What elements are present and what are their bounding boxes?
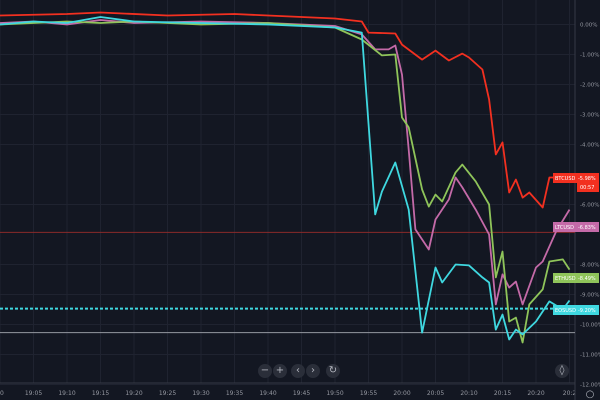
series-label-box <box>553 273 599 283</box>
series-extra: 00:57 <box>580 185 594 191</box>
series-value: -8.49% <box>578 276 596 282</box>
x-tick-label: 00 <box>0 390 4 397</box>
x-tick-label: 19:25 <box>159 390 176 397</box>
y-tick-label: -11.00% <box>580 353 600 359</box>
x-tick-label: 19:05 <box>25 390 42 397</box>
x-tick-label: 19:20 <box>125 390 142 397</box>
series-line-ltcusd[interactable] <box>0 19 571 306</box>
x-tick-label: 19:30 <box>192 390 209 397</box>
x-tick-label: 20:2 <box>563 390 577 397</box>
x-tick-label: 20:00 <box>393 390 410 397</box>
reset-chart-button[interactable]: ↻ <box>326 364 340 378</box>
series-value: -6.83% <box>578 225 596 231</box>
x-tick-label: 20:15 <box>494 390 511 397</box>
settings-button[interactable]: ◊ <box>555 364 569 378</box>
y-tick-label: -8.00% <box>580 263 599 269</box>
zoom-out-button[interactable]: − <box>258 364 272 378</box>
x-tick-label: 19:10 <box>58 390 75 397</box>
series-label-ltcusd: LTCUSD -6.83% <box>553 222 599 232</box>
series-line-ethusd[interactable] <box>0 20 571 344</box>
series-name: BTCUSD <box>555 176 576 182</box>
series-label-ethusd: ETHUSD -8.49% <box>553 273 599 283</box>
series-value: -9.20% <box>578 308 596 314</box>
y-tick-label: -12.00% <box>580 383 600 389</box>
series-label-eosusd: EOSUSD -9.20% <box>553 305 599 315</box>
series-value: -5.98% <box>578 176 596 182</box>
series-name: EOSUSD <box>555 308 576 314</box>
y-tick-label: -3.00% <box>580 113 599 119</box>
y-tick-label: -2.00% <box>580 83 599 89</box>
y-tick-label: 0.00% <box>580 23 597 29</box>
series-extra-box <box>577 183 599 192</box>
x-tick-label: 19:55 <box>360 390 377 397</box>
series-line-btcusd[interactable] <box>0 11 570 209</box>
series-name: LTCUSD <box>555 225 574 231</box>
series-name: ETHUSD <box>555 276 576 282</box>
x-tick-label: 19:45 <box>293 390 310 397</box>
series-label-box <box>553 173 599 183</box>
zoom-in-button[interactable]: + <box>273 364 287 378</box>
series-label-btcusd: BTCUSD -5.98% 00:57 <box>553 173 599 192</box>
auto-scale-button[interactable]: ○ <box>585 389 595 400</box>
series-line-eosusd[interactable] <box>0 16 571 341</box>
x-tick-label: 20:10 <box>460 390 477 397</box>
y-tick-label: -1.00% <box>580 53 599 59</box>
y-tick-label: -4.00% <box>580 143 599 149</box>
series-label-box <box>553 222 599 232</box>
x-tick-label: 19:15 <box>92 390 109 397</box>
y-tick-label: -10.00% <box>580 323 600 329</box>
x-tick-label: 20:05 <box>427 390 444 397</box>
y-tick-label: -6.00% <box>580 203 599 209</box>
x-tick-label: 20:20 <box>527 390 544 397</box>
scroll-right-button[interactable]: › <box>306 364 320 378</box>
x-tick-label: 19:35 <box>226 390 243 397</box>
x-tick-label: 19:40 <box>259 390 276 397</box>
scroll-left-button[interactable]: ‹ <box>291 364 305 378</box>
x-tick-label: 19:50 <box>326 390 343 397</box>
series-label-box <box>553 305 599 315</box>
y-tick-label: -9.00% <box>580 293 599 299</box>
